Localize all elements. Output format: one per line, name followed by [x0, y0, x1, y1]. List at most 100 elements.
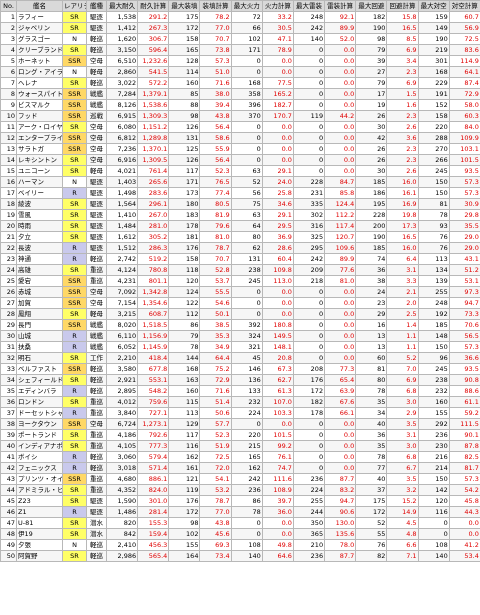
- table-cell: ベルファスト: [16, 363, 63, 375]
- table-cell: フッド: [16, 110, 63, 122]
- table-cell: 71.6: [199, 77, 232, 89]
- table-cell: 24: [0, 264, 17, 276]
- table-cell: 70.6: [448, 319, 480, 331]
- column-header[interactable]: 回避計算: [386, 0, 419, 12]
- column-header[interactable]: 最大回避: [355, 0, 388, 12]
- table-cell: 40: [355, 473, 388, 485]
- table-row: 18 綾波 SR 駆逐 1,564 296.1 180 80.5 75 34.6 335 124.4 1…: [0, 198, 480, 210]
- table-cell: 0: [292, 308, 326, 320]
- table-row: 43プリンツ・オイゲンSSR重巡4,680886.112154.1242111.…: [0, 473, 480, 485]
- table-cell: 224: [230, 407, 263, 419]
- table-cell: 81.0: [324, 275, 357, 287]
- table-row: 35 エディンバラ R 軽巡 2,895 548.2 160 71.6 133 61.3 172 63…: [0, 385, 480, 397]
- table-cell: 553.1: [137, 374, 170, 386]
- table-cell: 0.0: [324, 165, 357, 177]
- table-cell: 131: [168, 132, 201, 144]
- table-cell: 空母: [86, 286, 107, 298]
- table-cell: 20.8: [261, 352, 294, 364]
- table-cell: 3.5: [386, 473, 419, 485]
- table-cell: ヨークタウン: [16, 418, 63, 430]
- column-header[interactable]: 対空計算: [448, 0, 480, 12]
- table-cell: 150: [417, 187, 450, 199]
- table-cell: 0.0: [324, 44, 357, 56]
- column-header[interactable]: 最大対空: [417, 0, 450, 12]
- table-cell: 0.0: [448, 517, 480, 529]
- table-cell: 140: [230, 550, 263, 562]
- table-cell: 0: [230, 286, 263, 298]
- table-cell: 316: [292, 220, 326, 232]
- table-cell: 76.5: [199, 176, 232, 188]
- table-cell: 4,352: [105, 484, 139, 496]
- table-cell: 3.1: [386, 429, 419, 441]
- table-cell: 0: [230, 55, 263, 67]
- table-cell: 6,812: [105, 132, 139, 144]
- table-row: 22 長波 R 駆逐 1,512 286.3 176 78.7 62 28.6 295 109.6 18…: [0, 242, 480, 254]
- table-cell: 74: [355, 253, 388, 265]
- column-header[interactable]: No.: [0, 0, 17, 12]
- table-cell: 283.6: [137, 187, 170, 199]
- table-cell: 81: [355, 363, 388, 375]
- table-cell: 1,538: [105, 11, 139, 23]
- table-cell: 178: [168, 220, 201, 232]
- column-header[interactable]: 艦種: [86, 0, 107, 12]
- table-cell: SSR: [62, 297, 87, 309]
- table-cell: 168: [417, 66, 450, 78]
- table-cell: インディアナポリス: [16, 440, 63, 452]
- table-cell: 186: [355, 187, 388, 199]
- column-header[interactable]: 火力計算: [261, 0, 294, 12]
- table-cell: 53.1: [448, 275, 480, 287]
- column-header[interactable]: 最大火力: [230, 0, 263, 12]
- table-cell: SR: [62, 352, 87, 364]
- column-header[interactable]: 最大装填: [168, 0, 201, 12]
- table-cell: 9: [0, 99, 17, 111]
- table-cell: 242: [230, 473, 263, 485]
- table-cell: 工作: [86, 352, 107, 364]
- table-cell: 80.5: [199, 198, 232, 210]
- table-cell: クリーブランド: [16, 44, 63, 56]
- table-cell: 173: [168, 187, 201, 199]
- table-cell: 2.6: [386, 165, 419, 177]
- table-cell: 0.0: [324, 319, 357, 331]
- column-header[interactable]: 雷装計算: [324, 0, 357, 12]
- column-header[interactable]: 耐久計算: [137, 0, 170, 12]
- table-row: 1 ラフィー SR 駆逐 1,538 291.2 175 78.2 72 33.2 248 92.1 1…: [0, 11, 480, 23]
- table-cell: 52: [355, 517, 388, 529]
- column-header[interactable]: 最大雷装: [292, 0, 326, 12]
- table-cell: 78.0: [324, 539, 357, 551]
- table-cell: 3,840: [105, 407, 139, 419]
- table-cell: 55.5: [199, 286, 232, 298]
- table-cell: 16.5: [386, 231, 419, 243]
- table-cell: 109.8: [261, 264, 294, 276]
- table-cell: グラスゴー: [16, 33, 63, 45]
- table-cell: 84.7: [324, 176, 357, 188]
- column-header[interactable]: レアリティ: [62, 0, 87, 12]
- table-cell: 295: [292, 242, 326, 254]
- column-header[interactable]: 装填計算: [199, 0, 232, 12]
- table-cell: 159.4: [137, 528, 170, 540]
- table-cell: 63: [230, 165, 263, 177]
- table-cell: 350: [292, 517, 326, 529]
- table-cell: ロンドン: [16, 396, 63, 408]
- table-cell: 185: [355, 176, 388, 188]
- table-cell: 96: [417, 352, 450, 364]
- table-cell: 6,110: [105, 330, 139, 342]
- table-cell: 171: [230, 44, 263, 56]
- column-header[interactable]: 最大耐久: [105, 0, 139, 12]
- table-cell: 77.6: [324, 264, 357, 276]
- table-cell: 0.0: [261, 121, 294, 133]
- table-cell: 58.0: [448, 99, 480, 111]
- table-cell: 10: [0, 110, 17, 122]
- table-cell: 181: [168, 231, 201, 243]
- table-cell: R: [62, 451, 87, 463]
- table-cell: SR: [62, 231, 87, 243]
- table-cell: 6.4: [386, 253, 419, 265]
- table-cell: 駆逐: [86, 231, 107, 243]
- table-cell: 168: [230, 77, 263, 89]
- table-cell: 16.0: [386, 176, 419, 188]
- table-cell: 7,236: [105, 143, 139, 155]
- table-cell: 238: [230, 264, 263, 276]
- table-cell: 夕立: [16, 231, 63, 243]
- column-header[interactable]: 艦名: [16, 0, 63, 12]
- table-cell: 306.7: [137, 33, 170, 45]
